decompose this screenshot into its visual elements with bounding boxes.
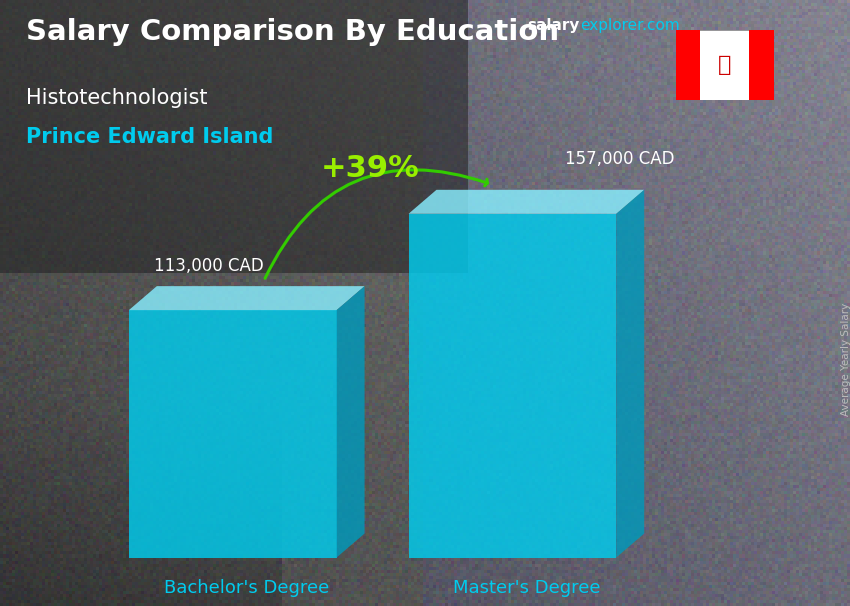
Text: Bachelor's Degree: Bachelor's Degree — [164, 579, 329, 597]
Polygon shape — [409, 190, 644, 214]
Polygon shape — [129, 310, 337, 558]
Text: Salary Comparison By Education: Salary Comparison By Education — [26, 18, 558, 46]
Bar — [749, 30, 774, 100]
Text: Histotechnologist: Histotechnologist — [26, 88, 207, 108]
Text: Prince Edward Island: Prince Edward Island — [26, 127, 273, 147]
Text: salary: salary — [527, 18, 580, 33]
Text: Master's Degree: Master's Degree — [452, 579, 600, 597]
Bar — [676, 30, 700, 100]
Polygon shape — [337, 286, 365, 558]
Polygon shape — [409, 214, 616, 558]
Text: Average Yearly Salary: Average Yearly Salary — [841, 303, 850, 416]
Polygon shape — [616, 190, 644, 558]
Text: 113,000 CAD: 113,000 CAD — [154, 258, 264, 276]
Bar — [0, 0, 468, 273]
Text: 157,000 CAD: 157,000 CAD — [565, 150, 675, 168]
Text: 🍁: 🍁 — [718, 55, 731, 75]
Text: +39%: +39% — [320, 154, 419, 183]
Text: explorer.com: explorer.com — [580, 18, 679, 33]
Polygon shape — [129, 286, 365, 310]
